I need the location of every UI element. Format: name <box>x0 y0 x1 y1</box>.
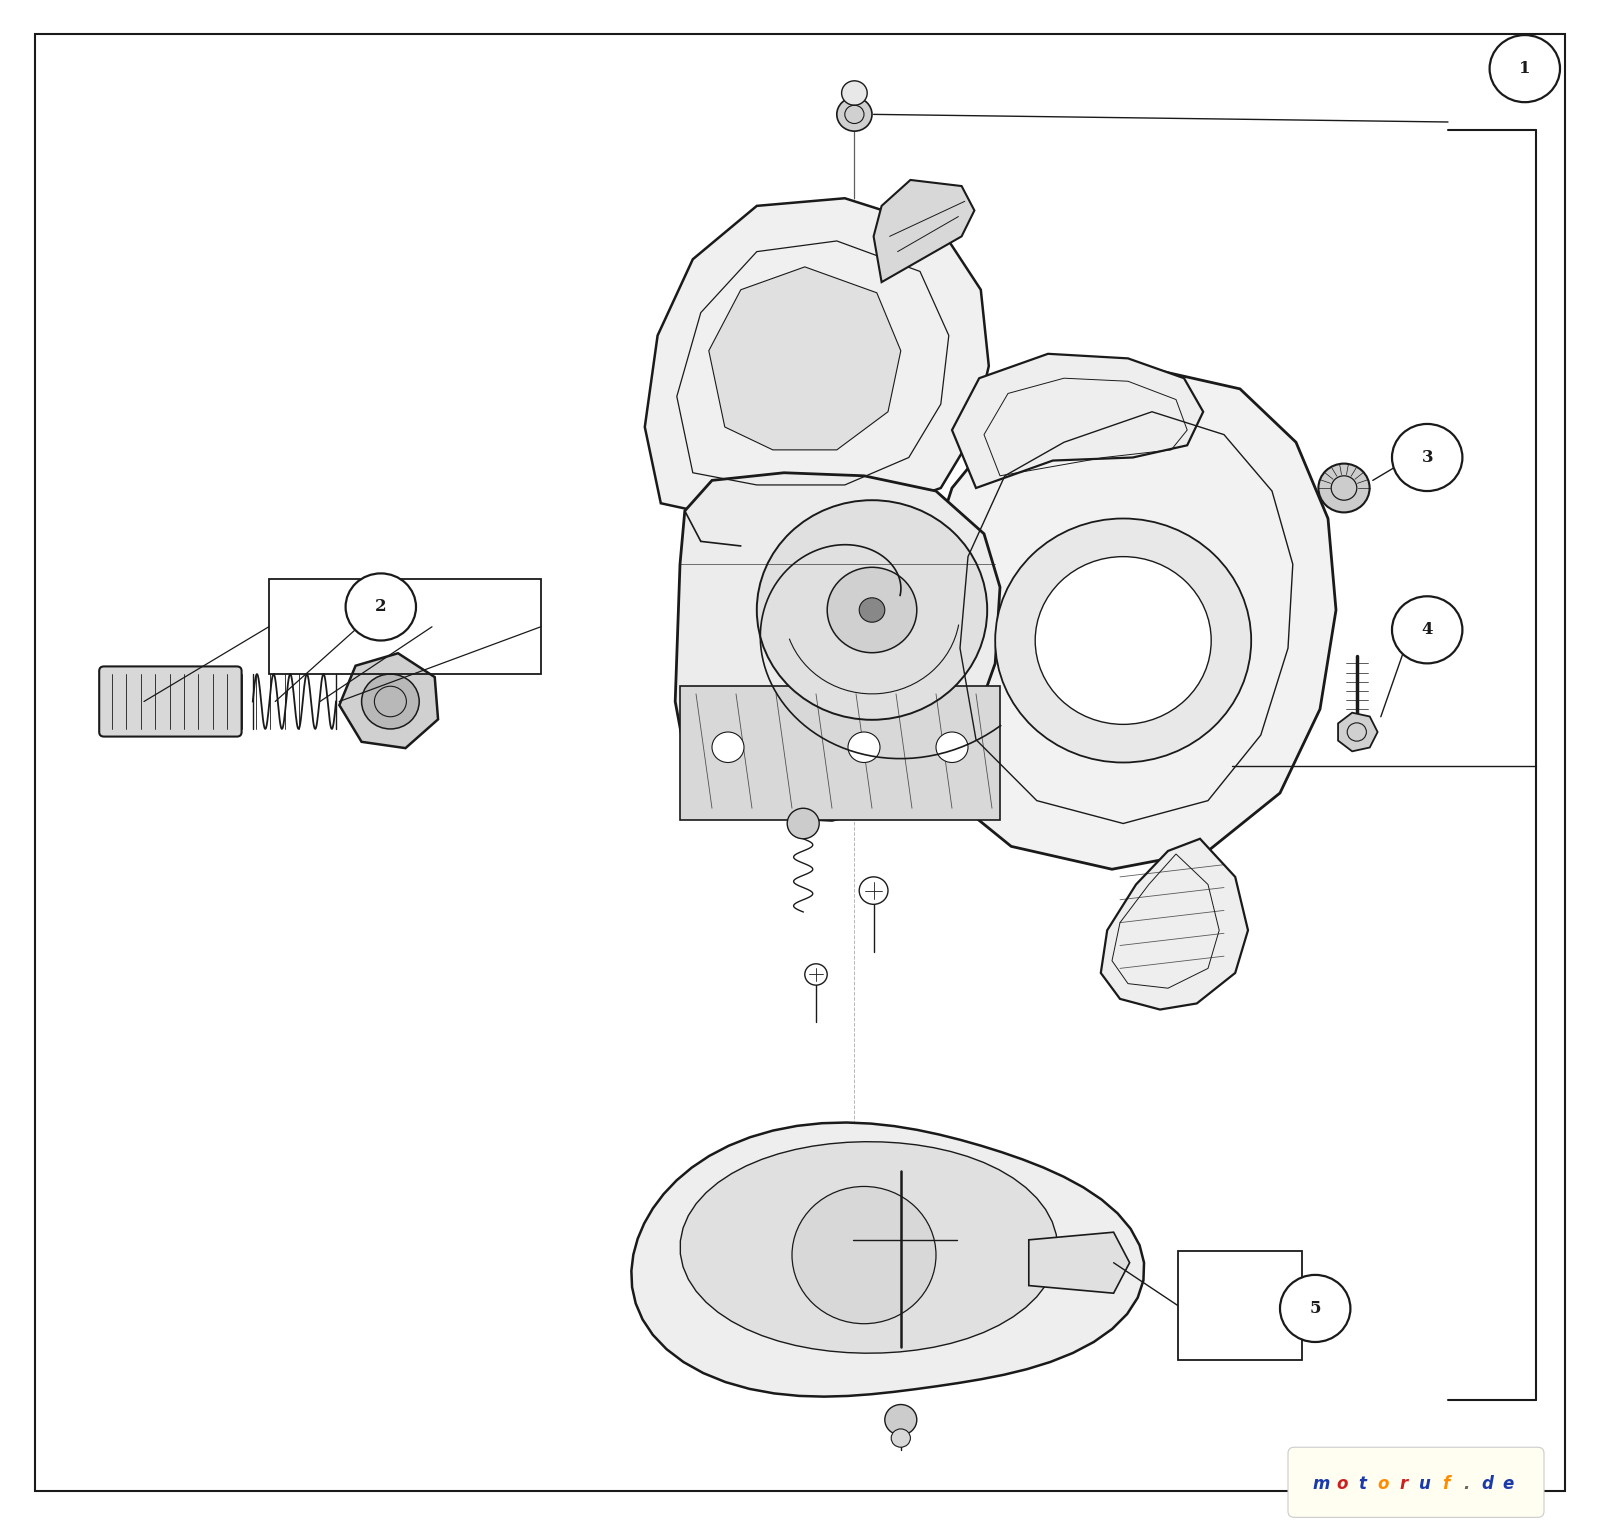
Text: u: u <box>1419 1475 1430 1493</box>
Circle shape <box>848 732 880 762</box>
Polygon shape <box>952 354 1203 488</box>
Polygon shape <box>645 198 989 515</box>
Text: t: t <box>1358 1475 1366 1493</box>
Text: m: m <box>1312 1475 1330 1493</box>
Polygon shape <box>675 473 1000 820</box>
Text: o: o <box>1336 1475 1347 1493</box>
Circle shape <box>995 518 1251 762</box>
Circle shape <box>842 81 867 105</box>
Circle shape <box>1280 1275 1350 1342</box>
FancyBboxPatch shape <box>99 666 242 737</box>
Circle shape <box>827 567 917 653</box>
Text: 1: 1 <box>1518 59 1531 78</box>
Polygon shape <box>912 369 1336 869</box>
Bar <box>269 580 541 674</box>
Circle shape <box>712 732 744 762</box>
Circle shape <box>346 573 416 640</box>
Polygon shape <box>680 1142 1058 1353</box>
Circle shape <box>885 1405 917 1435</box>
Text: 2: 2 <box>374 598 387 616</box>
FancyBboxPatch shape <box>1288 1447 1544 1517</box>
Circle shape <box>859 877 888 904</box>
Text: 3: 3 <box>1421 448 1434 467</box>
Circle shape <box>1035 557 1211 724</box>
Polygon shape <box>709 267 901 450</box>
Circle shape <box>891 1429 910 1447</box>
Text: r: r <box>1400 1475 1408 1493</box>
Circle shape <box>859 598 885 622</box>
Circle shape <box>792 1186 936 1324</box>
Circle shape <box>805 964 827 985</box>
Polygon shape <box>632 1122 1144 1397</box>
Polygon shape <box>874 180 974 282</box>
Text: d: d <box>1482 1475 1493 1493</box>
Polygon shape <box>339 653 438 749</box>
Text: .: . <box>1464 1475 1469 1493</box>
Polygon shape <box>680 686 1000 820</box>
Circle shape <box>1392 424 1462 491</box>
Circle shape <box>1490 35 1560 102</box>
Circle shape <box>787 808 819 839</box>
Text: 4: 4 <box>1421 621 1434 639</box>
Circle shape <box>837 98 872 131</box>
Text: e: e <box>1502 1475 1514 1493</box>
Circle shape <box>1318 464 1370 512</box>
Text: f: f <box>1442 1475 1450 1493</box>
Circle shape <box>362 674 419 729</box>
Polygon shape <box>1101 839 1248 1010</box>
Text: 5: 5 <box>1309 1299 1322 1318</box>
Text: o: o <box>1378 1475 1389 1493</box>
Polygon shape <box>1029 1232 1130 1293</box>
Bar <box>1178 1250 1302 1360</box>
Polygon shape <box>1338 712 1378 752</box>
Circle shape <box>936 732 968 762</box>
Circle shape <box>1392 596 1462 663</box>
Circle shape <box>757 500 987 720</box>
